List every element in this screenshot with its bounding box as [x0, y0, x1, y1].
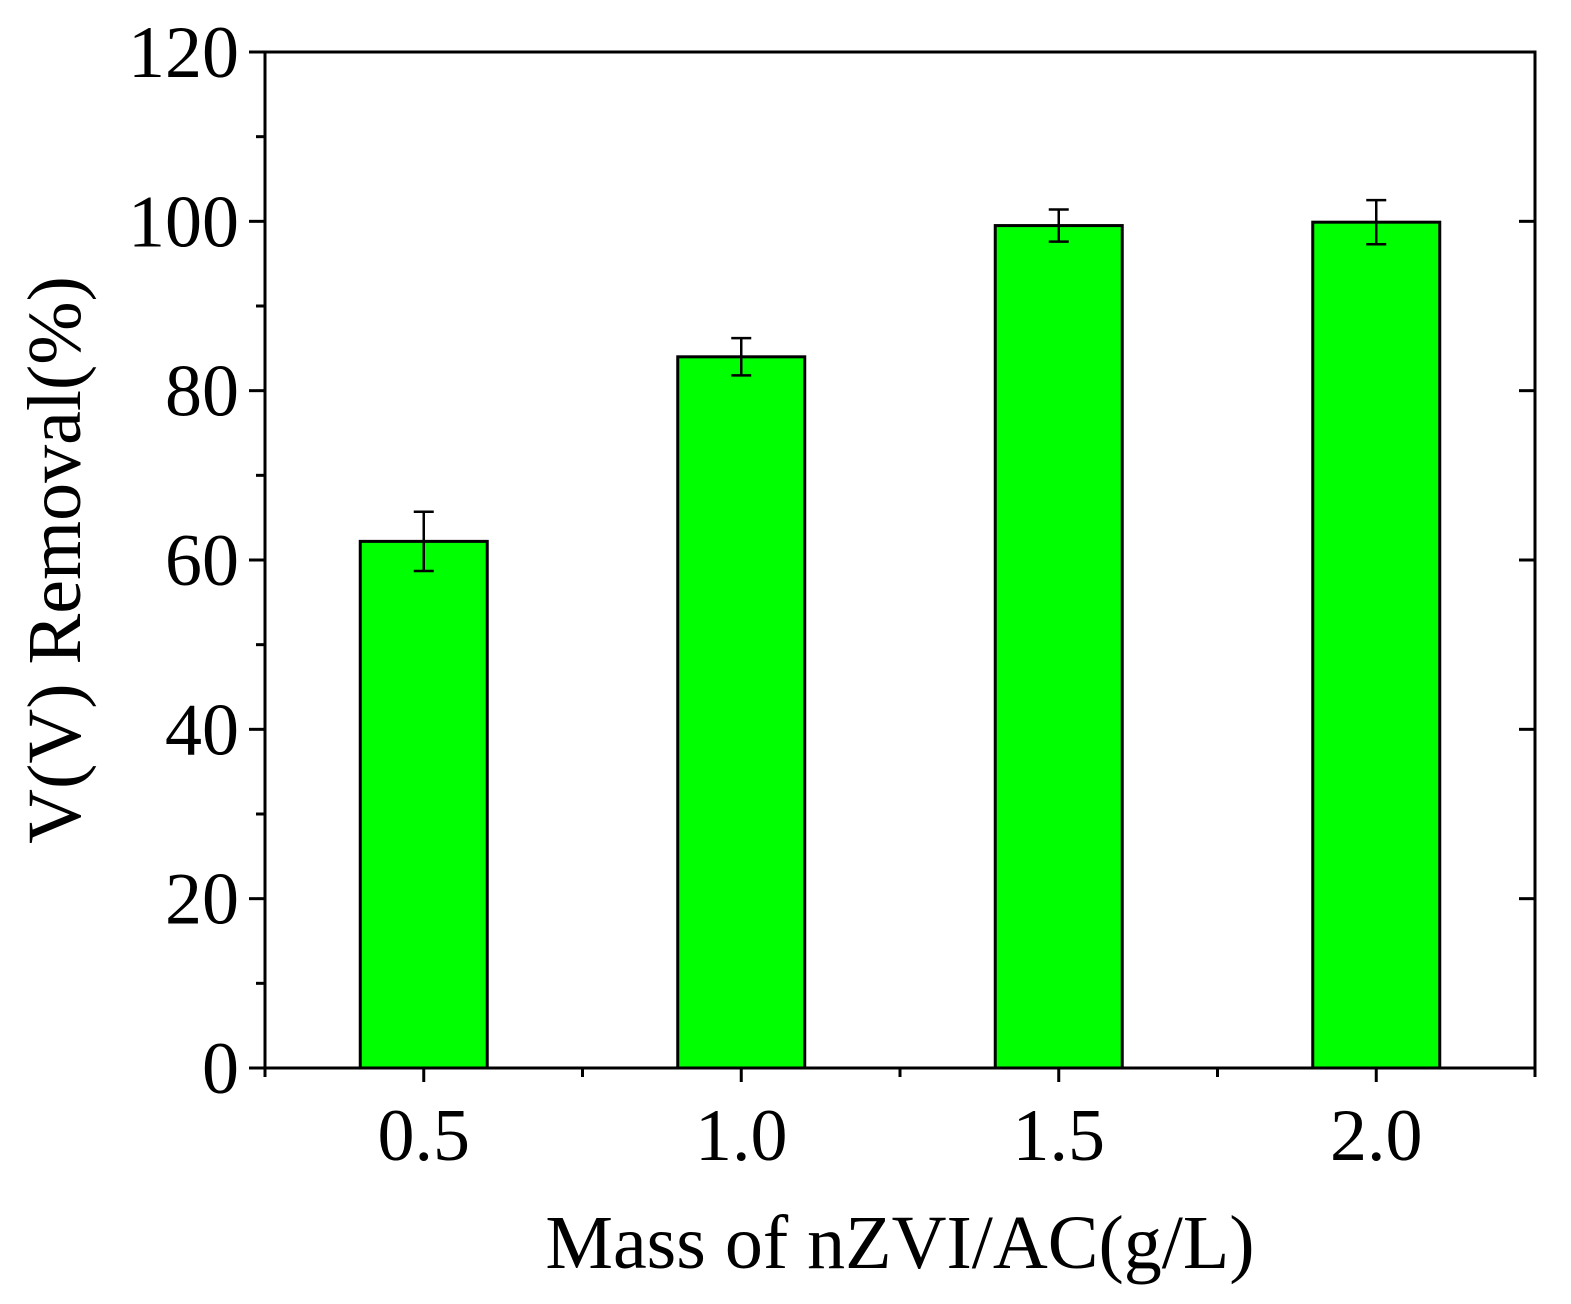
y-tick-label-80: 80	[165, 351, 239, 433]
bar-1.0	[676, 355, 807, 1070]
y-tick-label-120: 120	[128, 12, 239, 94]
x-tick-label-0.5: 0.5	[378, 1095, 471, 1177]
y-tick-labels: 0 20 40 60 80 100 120	[128, 12, 239, 1110]
x-tick-labels: 0.5 1.0 1.5 2.0	[378, 1095, 1423, 1177]
ticks-layer	[249, 50, 1537, 1082]
x-tick-label-1.0: 1.0	[695, 1095, 788, 1177]
bar-1.5	[993, 224, 1124, 1070]
bars-layer	[358, 220, 1442, 1070]
x-tick-label-1.5: 1.5	[1013, 1095, 1106, 1177]
y-tick-label-40: 40	[165, 689, 239, 771]
y-axis-title: V(V) Removal(%)	[13, 276, 97, 844]
error-bars-layer	[413, 198, 1387, 573]
bar-2.0	[1311, 220, 1442, 1070]
y-tick-label-20: 20	[165, 859, 239, 941]
y-tick-label-100: 100	[128, 181, 239, 263]
x-tick-label-2.0: 2.0	[1330, 1095, 1423, 1177]
y-tick-label-0: 0	[202, 1028, 239, 1110]
bar-0.5	[358, 539, 489, 1070]
x-axis-title: Mass of nZVI/AC(g/L)	[545, 1201, 1254, 1285]
y-tick-label-60: 60	[165, 520, 239, 602]
